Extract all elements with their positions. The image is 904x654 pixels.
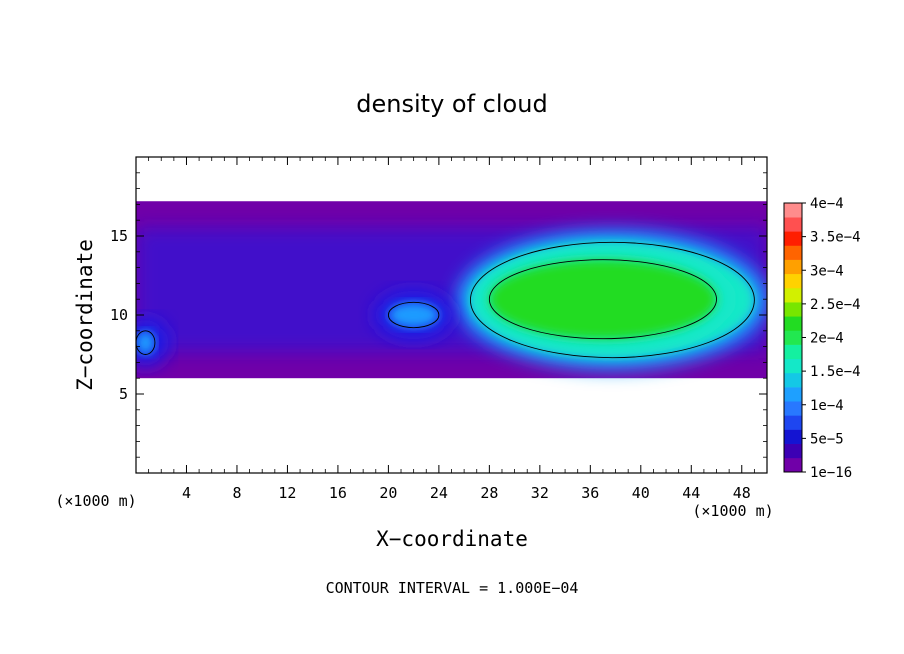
colorbar-band	[784, 344, 802, 360]
colorbar-label: 3.5e−4	[810, 230, 861, 246]
contour-convective-core	[469, 241, 755, 359]
colorbar-label: 1.5e−4	[810, 364, 861, 380]
colorbar-label: 2e−4	[810, 331, 844, 347]
x-tick-label: 20	[379, 484, 397, 502]
x-tick-label: 28	[480, 484, 498, 502]
colorbar-band	[784, 273, 802, 289]
colorbar-band	[784, 245, 802, 260]
x-tick-label: 12	[278, 484, 296, 502]
colorbar-label: 3e−4	[810, 263, 844, 279]
colorbar-band	[784, 387, 802, 402]
colorbar-band	[784, 259, 802, 275]
contour-mid-cell	[387, 301, 440, 329]
heatmap-field	[136, 201, 767, 379]
colorbar-label: 2.5e−4	[810, 297, 861, 313]
colorbar-band	[784, 415, 802, 430]
colorbar-band	[784, 302, 802, 317]
x-tick-label: 48	[733, 484, 751, 502]
contour-core-max	[488, 259, 717, 340]
colorbar-band	[784, 401, 802, 416]
x-tick-label: 32	[531, 484, 549, 502]
colorbar-band	[784, 372, 802, 388]
x-tick-label: 44	[682, 484, 700, 502]
colorbar-band	[784, 358, 802, 374]
colorbar-band	[784, 457, 802, 473]
colorbar-label: 5e−5	[810, 431, 844, 447]
colorbar-band	[784, 330, 802, 345]
x-tick-label: 4	[182, 484, 191, 502]
colorbar-band	[784, 443, 802, 459]
x-tick-label: 36	[581, 484, 599, 502]
y-tick-label: 5	[119, 385, 128, 403]
x-axis: 4 8 12 16 20 24 28 32 36 40 44 48	[148, 157, 755, 502]
chart-title: density of cloud	[356, 90, 547, 118]
colorbar-band	[784, 316, 802, 331]
contour-interval-note: CONTOUR INTERVAL = 1.000E−04	[326, 579, 579, 597]
x-tick-label: 24	[430, 484, 448, 502]
y-axis-label: Z−coordinate	[73, 239, 97, 391]
y-tick-label: 10	[110, 306, 128, 324]
colorbar-band	[784, 287, 802, 303]
colorbar-band	[784, 231, 802, 246]
contour-lines	[136, 241, 755, 359]
x-tick-label: 8	[232, 484, 241, 502]
colorbar-band	[784, 203, 802, 218]
region-mid-cell	[388, 302, 439, 328]
x-unit-label: (×1000 m)	[55, 492, 136, 510]
x-tick-label: 16	[329, 484, 347, 502]
region-core-max	[489, 259, 717, 339]
colorbar-band	[784, 217, 802, 232]
y-axis: 5 10 15	[110, 172, 767, 458]
region-left-edge-cell	[136, 330, 155, 355]
colorbar-label: 4e−4	[810, 196, 844, 212]
x-axis-label: X−coordinate	[376, 527, 528, 551]
colorbar-band	[784, 429, 802, 444]
colorbar-label: 1e−16	[810, 465, 852, 481]
x-tick-label: 40	[632, 484, 650, 502]
colorbar: 1e−16 5e−5 1e−4 1.5e−4 2e−4 2.5e−4 3e−4 3.5e−4 4…	[783, 196, 861, 481]
x-unit-label-right: (×1000 m)	[692, 502, 773, 520]
colorbar-label: 1e−4	[810, 398, 844, 414]
y-tick-label: 15	[110, 227, 128, 245]
contour-left-edge-cell	[136, 330, 156, 355]
